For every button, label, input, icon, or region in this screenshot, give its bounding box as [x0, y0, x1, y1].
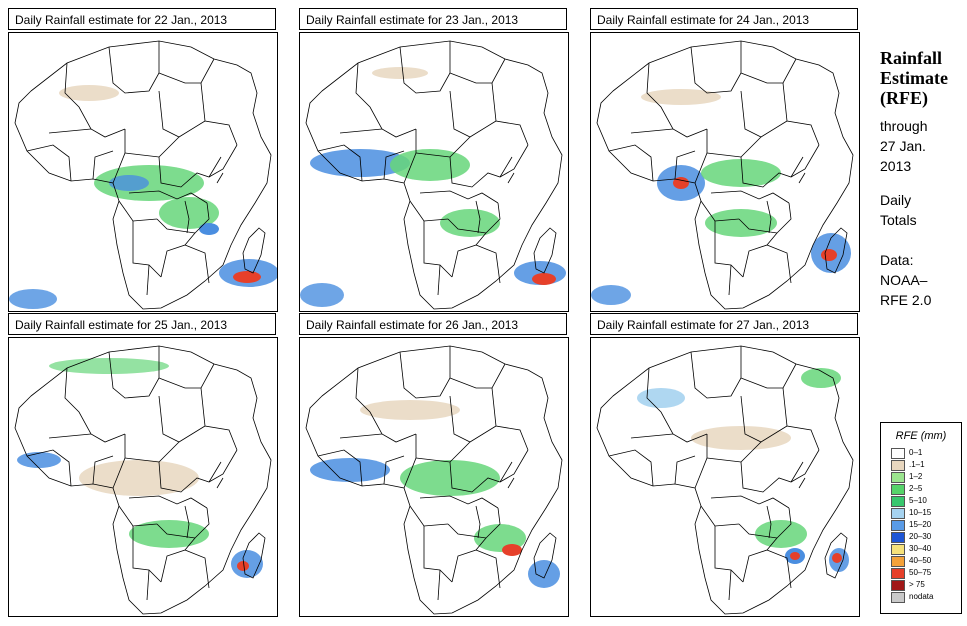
- legend-label: 5–10: [909, 496, 927, 505]
- legend-label: nodata: [909, 592, 934, 601]
- rain-areas: [310, 400, 560, 588]
- map-panel-25jan: Daily Rainfall estimate for 25 Jan., 201…: [8, 313, 278, 618]
- panel-title-24jan: Daily Rainfall estimate for 24 Jan., 201…: [590, 8, 858, 30]
- data-line-2: NOAA–: [880, 272, 928, 288]
- panel-title-25jan: Daily Rainfall estimate for 25 Jan., 201…: [8, 313, 276, 335]
- legend-swatch: [891, 556, 905, 567]
- legend-swatch: [891, 508, 905, 519]
- legend-label: 20–30: [909, 532, 932, 541]
- rain-areas: [300, 67, 566, 307]
- legend-item: 15–20: [891, 519, 961, 531]
- through-date: through 27 Jan. 2013: [880, 116, 927, 176]
- through-line-3: 2013: [880, 158, 912, 174]
- legend-rows: 0–1 .1–1 1–2 2–5 5–10 10–15 15–20 20–30 30–40 40–…: [881, 447, 961, 603]
- legend-swatch: [891, 472, 905, 483]
- through-line-1: through: [880, 118, 928, 134]
- legend-item: 10–15: [891, 507, 961, 519]
- rainfall-map-22jan: [8, 32, 278, 312]
- legend-item: 20–30: [891, 531, 961, 543]
- daily-line-2: Totals: [880, 212, 917, 228]
- legend-label: .1–1: [909, 460, 925, 469]
- legend-swatch: [891, 532, 905, 543]
- legend-swatch: [891, 568, 905, 579]
- map-panel-22jan: Daily Rainfall estimate for 22 Jan., 201…: [8, 8, 278, 313]
- legend-swatch: [891, 484, 905, 495]
- legend-label: 1–2: [909, 472, 923, 481]
- rainfall-map-25jan: [8, 337, 278, 617]
- rainfall-map-24jan: [590, 32, 860, 312]
- map-panel-27jan: Daily Rainfall estimate for 27 Jan., 201…: [590, 313, 860, 618]
- panel-title-27jan: Daily Rainfall estimate for 27 Jan., 201…: [590, 313, 858, 335]
- legend-label: 50–75: [909, 568, 932, 577]
- legend-item: 1–2: [891, 471, 961, 483]
- legend-item: 5–10: [891, 495, 961, 507]
- legend-item: > 75: [891, 579, 961, 591]
- color-legend: RFE (mm) 0–1 .1–1 1–2 2–5 5–10 10–15 15–20 20–3…: [880, 422, 962, 614]
- legend-item: 50–75: [891, 567, 961, 579]
- legend-item: 40–50: [891, 555, 961, 567]
- legend-label: 30–40: [909, 544, 932, 553]
- panel-title-26jan: Daily Rainfall estimate for 26 Jan., 201…: [299, 313, 567, 335]
- rain-areas: [591, 89, 851, 305]
- rainfall-map-27jan: [590, 337, 860, 617]
- title-line-2: Estimate: [880, 68, 948, 88]
- legend-item: nodata: [891, 591, 961, 603]
- through-line-2: 27 Jan.: [880, 138, 926, 154]
- period-label: Daily Totals: [880, 190, 917, 230]
- data-source: Data: NOAA– RFE 2.0: [880, 250, 931, 310]
- legend-swatch: [891, 448, 905, 459]
- legend-swatch: [891, 520, 905, 531]
- legend-item: 30–40: [891, 543, 961, 555]
- legend-title: RFE (mm): [895, 430, 947, 442]
- data-line-3: RFE 2.0: [880, 292, 932, 308]
- legend-label: 2–5: [909, 484, 923, 493]
- legend-item: 2–5: [891, 483, 961, 495]
- legend-label: 40–50: [909, 556, 932, 565]
- main-title: Rainfall Estimate (RFE): [880, 48, 948, 108]
- legend-label: > 75: [909, 580, 925, 589]
- title-line-1: Rainfall: [880, 48, 943, 68]
- rain-areas: [9, 85, 277, 309]
- legend-swatch: [891, 460, 905, 471]
- legend-swatch: [891, 580, 905, 591]
- rainfall-map-26jan: [299, 337, 569, 617]
- legend-label: 0–1: [909, 448, 923, 457]
- legend-swatch: [891, 496, 905, 507]
- title-line-3: (RFE): [880, 88, 928, 108]
- legend-swatch: [891, 544, 905, 555]
- legend-item: 0–1: [891, 447, 961, 459]
- map-panel-24jan: Daily Rainfall estimate for 24 Jan., 201…: [590, 8, 860, 313]
- daily-line-1: Daily: [880, 192, 912, 208]
- panel-title-22jan: Daily Rainfall estimate for 22 Jan., 201…: [8, 8, 276, 30]
- legend-swatch: [891, 592, 905, 603]
- map-panel-26jan: Daily Rainfall estimate for 26 Jan., 201…: [299, 313, 569, 618]
- map-panel-23jan: Daily Rainfall estimate for 23 Jan., 201…: [299, 8, 569, 313]
- rainfall-map-23jan: [299, 32, 569, 312]
- legend-label: 10–15: [909, 508, 932, 517]
- panel-title-23jan: Daily Rainfall estimate for 23 Jan., 201…: [299, 8, 567, 30]
- legend-item: .1–1: [891, 459, 961, 471]
- data-line-1: Data:: [880, 252, 914, 268]
- legend-label: 15–20: [909, 520, 932, 529]
